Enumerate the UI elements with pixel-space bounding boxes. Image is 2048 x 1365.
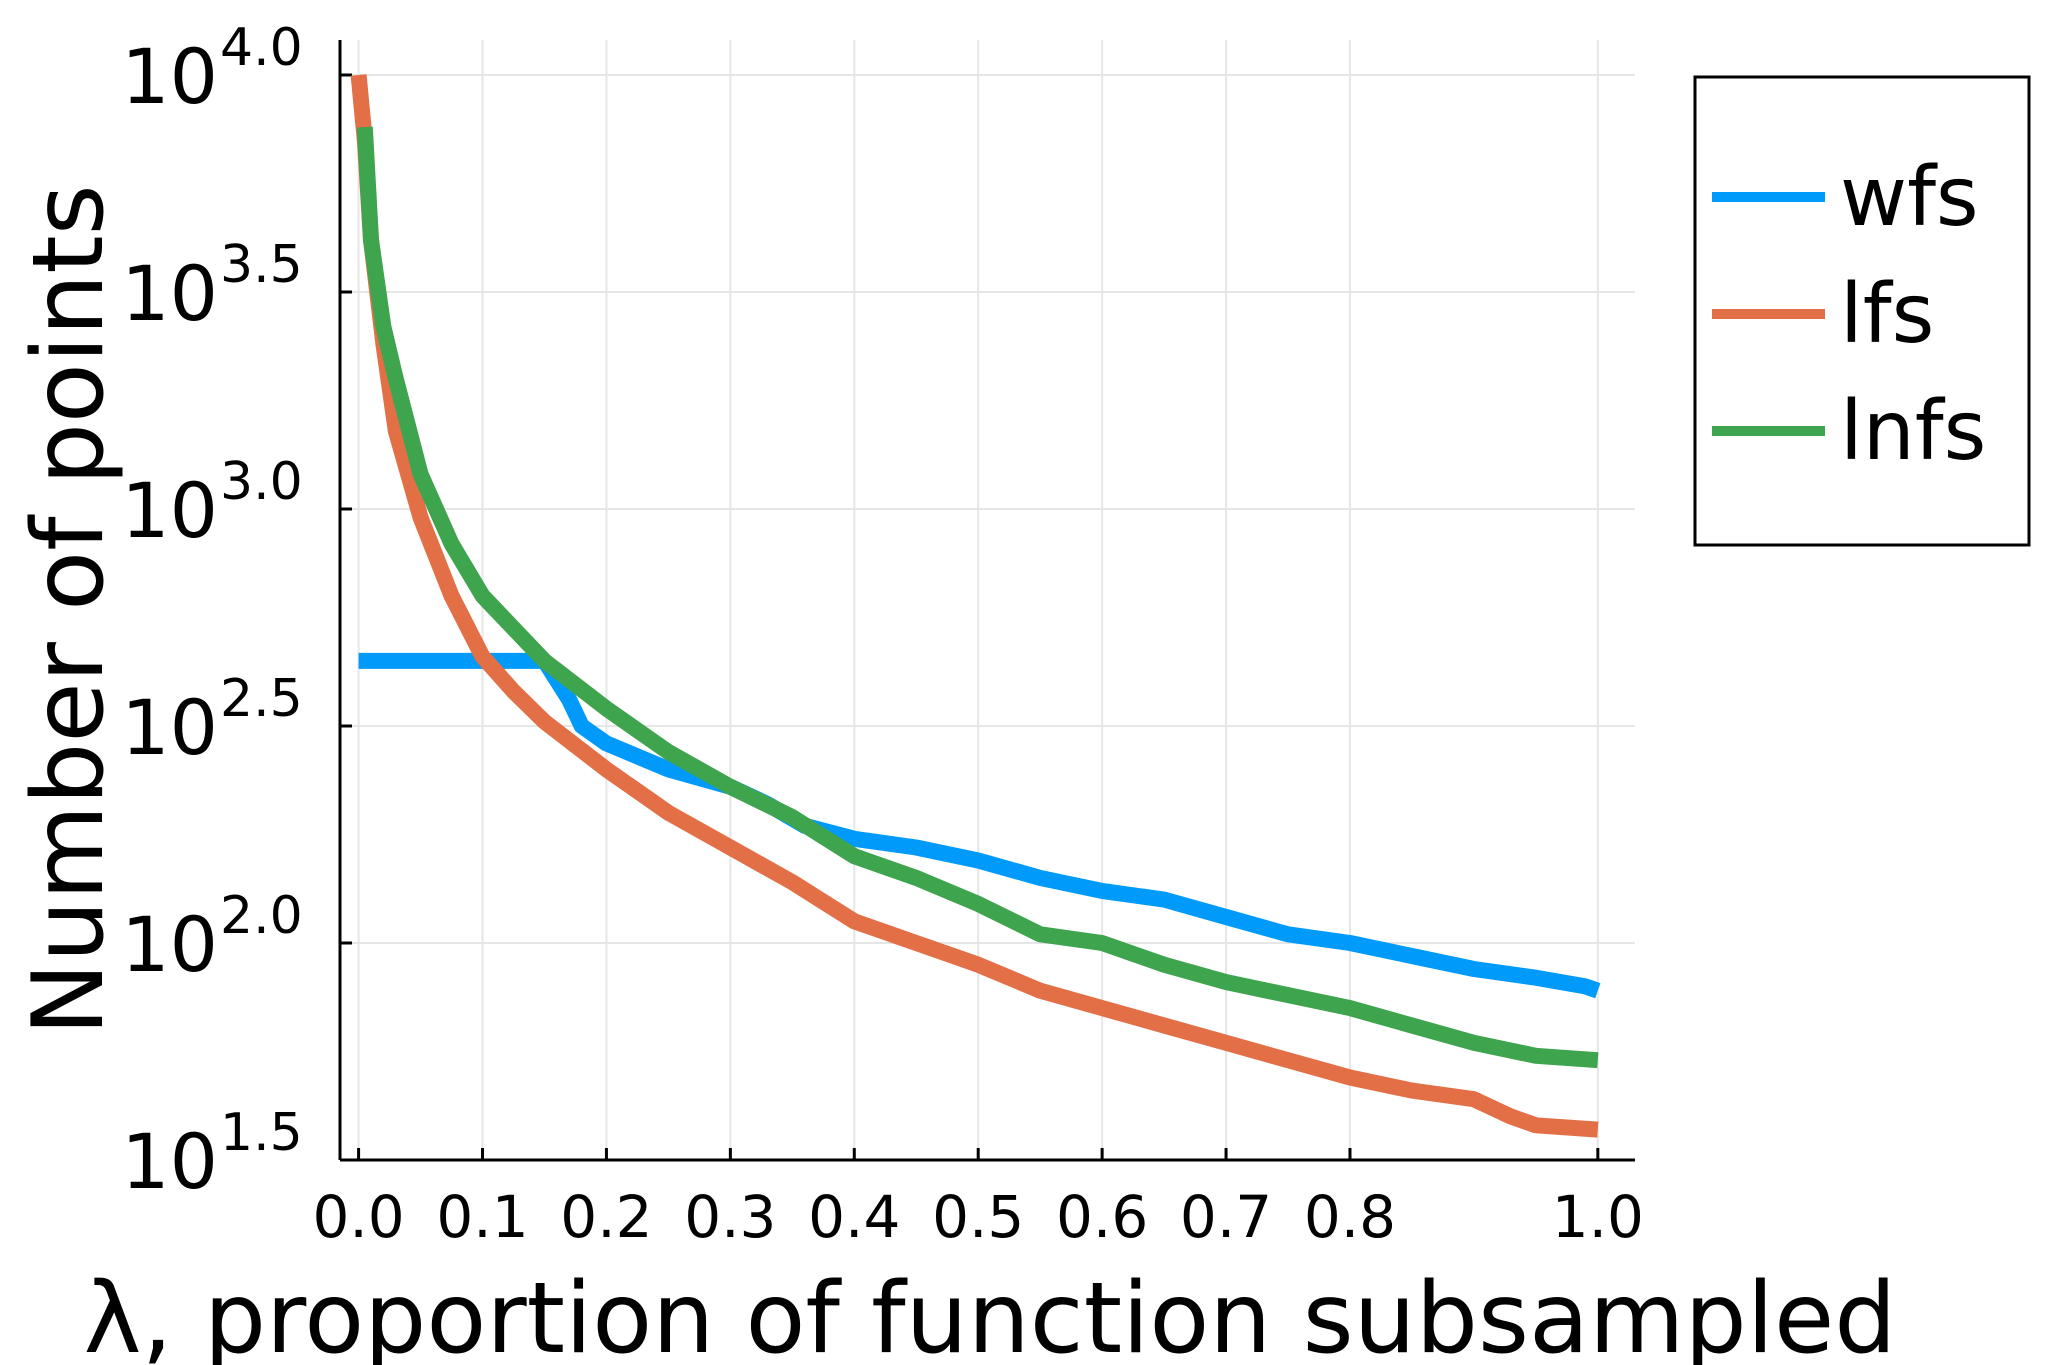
- grid: [340, 40, 1635, 1161]
- x-axis-title: λ, proportion of function subsampled: [84, 1262, 1897, 1365]
- x-tick-label: 0.2: [560, 1183, 652, 1251]
- series-line-lnfs: [356, 126, 1599, 1069]
- y-tick-label-exponent: 4.0: [220, 18, 303, 78]
- y-tick-label-exponent: 3.5: [220, 235, 303, 295]
- y-ticks: 10 1.510 2.010 2.510 3.010 3.510 4.0: [121, 18, 352, 1206]
- x-tick-label: 0.3: [684, 1183, 776, 1251]
- legend-label-lnfs: lnfs: [1840, 384, 1986, 479]
- y-tick-label-base: 10: [121, 249, 218, 338]
- y-tick-label-base: 10: [121, 900, 218, 989]
- x-tick-label: 0.4: [808, 1183, 900, 1251]
- y-tick-label-base: 10: [121, 683, 218, 772]
- series-line-lfs: [350, 74, 1599, 1138]
- y-tick-label-base: 10: [121, 1117, 218, 1206]
- x-tick-label: 0.5: [932, 1183, 1024, 1251]
- x-tick-label: 0.0: [312, 1183, 404, 1251]
- y-tick-label-base: 10: [121, 32, 218, 121]
- x-tick-label: 0.8: [1304, 1183, 1396, 1251]
- x-tick-label: 0.7: [1180, 1183, 1272, 1251]
- x-tick-label: 0.1: [436, 1183, 528, 1251]
- axes: [338, 40, 1635, 1162]
- y-tick-label-exponent: 3.0: [220, 452, 303, 512]
- x-ticks: 0.0 0.1 0.2 0.3 0.4 0.5 0.6 0.7 0.8 1.0: [312, 1148, 1644, 1251]
- x-tick-label: 1.0: [1552, 1183, 1644, 1251]
- y-tick-label-exponent: 2.5: [220, 669, 303, 729]
- x-tick-label: 0.6: [1056, 1183, 1148, 1251]
- series: [350, 74, 1601, 1138]
- y-tick-label-exponent: 1.5: [220, 1103, 303, 1163]
- legend: wfs lfs lnfs: [1693, 75, 2031, 547]
- legend-label-lfs: lfs: [1840, 267, 1934, 362]
- y-axis-title: Number of points: [12, 184, 126, 1035]
- y-tick-label-exponent: 2.0: [220, 886, 303, 946]
- series-line-wfs: [358, 652, 1601, 999]
- y-tick-label-base: 10: [121, 466, 218, 555]
- legend-label-wfs: wfs: [1840, 150, 1979, 245]
